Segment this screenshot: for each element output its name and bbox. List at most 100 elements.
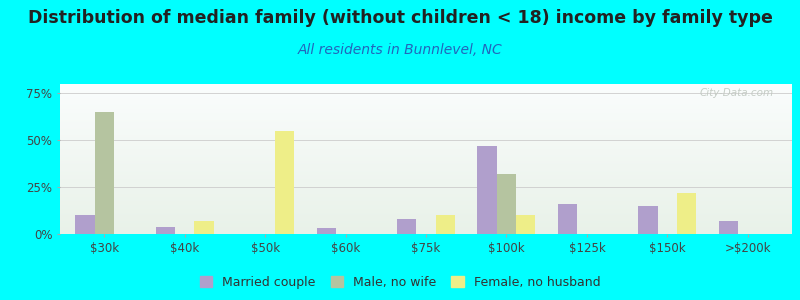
Bar: [60, 95, 792, 96]
Bar: [60, 126, 792, 127]
Bar: [60, 154, 792, 155]
Bar: [60, 111, 792, 112]
Bar: [60, 199, 792, 200]
Text: City-Data.com: City-Data.com: [699, 88, 774, 98]
Bar: [60, 162, 792, 163]
Bar: [60, 143, 792, 144]
Bar: [60, 94, 792, 95]
Bar: [60, 179, 792, 180]
Bar: [60, 190, 792, 191]
Bar: [60, 182, 792, 183]
Bar: [60, 89, 792, 90]
Bar: [60, 209, 792, 210]
Bar: [60, 166, 792, 167]
Bar: [60, 131, 792, 132]
Bar: [60, 180, 792, 181]
Bar: [60, 195, 792, 196]
Bar: [60, 159, 792, 160]
Bar: [497, 174, 516, 234]
Bar: [60, 141, 792, 142]
Bar: [60, 233, 792, 234]
Bar: [60, 212, 792, 213]
Bar: [60, 139, 792, 140]
Bar: [60, 202, 792, 203]
Bar: [60, 110, 792, 111]
Bar: [60, 121, 792, 122]
Bar: [60, 160, 792, 161]
Bar: [60, 224, 792, 225]
Bar: [60, 169, 792, 170]
Bar: [60, 135, 792, 136]
Bar: [60, 160, 792, 161]
Bar: [60, 229, 792, 230]
Bar: [60, 132, 792, 133]
Bar: [718, 221, 738, 234]
Bar: [60, 115, 792, 116]
Bar: [60, 170, 792, 171]
Bar: [60, 205, 792, 206]
Bar: [60, 219, 792, 220]
Bar: [60, 144, 792, 145]
Bar: [60, 216, 792, 217]
Bar: [60, 97, 792, 98]
Bar: [60, 112, 792, 113]
Bar: [60, 150, 792, 151]
Bar: [60, 222, 792, 223]
Bar: [60, 225, 792, 226]
Bar: [60, 198, 792, 199]
Bar: [60, 221, 792, 222]
Bar: [60, 108, 792, 109]
Bar: [60, 90, 792, 91]
Bar: [60, 232, 792, 233]
Bar: [60, 185, 792, 186]
Bar: [60, 86, 792, 87]
Bar: [60, 114, 792, 115]
Bar: [60, 104, 792, 105]
Bar: [60, 214, 792, 215]
Bar: [60, 138, 792, 139]
Bar: [60, 186, 792, 187]
Bar: [60, 113, 792, 114]
Bar: [60, 174, 792, 175]
Bar: [60, 128, 792, 129]
Bar: [60, 161, 792, 162]
Bar: [60, 201, 792, 202]
Bar: [60, 92, 792, 93]
Bar: [60, 169, 792, 170]
Bar: [60, 118, 792, 119]
Bar: [60, 157, 792, 158]
Bar: [60, 181, 792, 182]
Bar: [60, 193, 792, 194]
Bar: [60, 220, 792, 221]
Bar: [60, 207, 792, 208]
Bar: [60, 194, 792, 195]
Bar: [60, 84, 792, 85]
Bar: [60, 142, 792, 143]
Bar: [60, 171, 792, 172]
Bar: [60, 91, 792, 92]
Bar: [60, 210, 792, 211]
Bar: [60, 118, 792, 119]
Bar: [60, 197, 792, 198]
Bar: [60, 200, 792, 201]
Bar: [60, 100, 792, 101]
Bar: [60, 167, 792, 168]
Bar: [60, 125, 792, 126]
Bar: [60, 175, 792, 176]
Bar: [60, 230, 792, 231]
Bar: [60, 120, 792, 121]
Bar: [60, 165, 792, 166]
Bar: [60, 93, 792, 94]
Bar: [60, 147, 792, 148]
Bar: [60, 227, 792, 228]
Bar: [60, 172, 792, 173]
Bar: [60, 177, 792, 178]
Bar: [60, 176, 792, 177]
Bar: [60, 87, 792, 88]
Bar: [60, 213, 792, 214]
Bar: [516, 215, 535, 234]
Bar: [638, 206, 658, 234]
Bar: [60, 226, 792, 227]
Bar: [60, 187, 792, 188]
Bar: [60, 107, 792, 108]
